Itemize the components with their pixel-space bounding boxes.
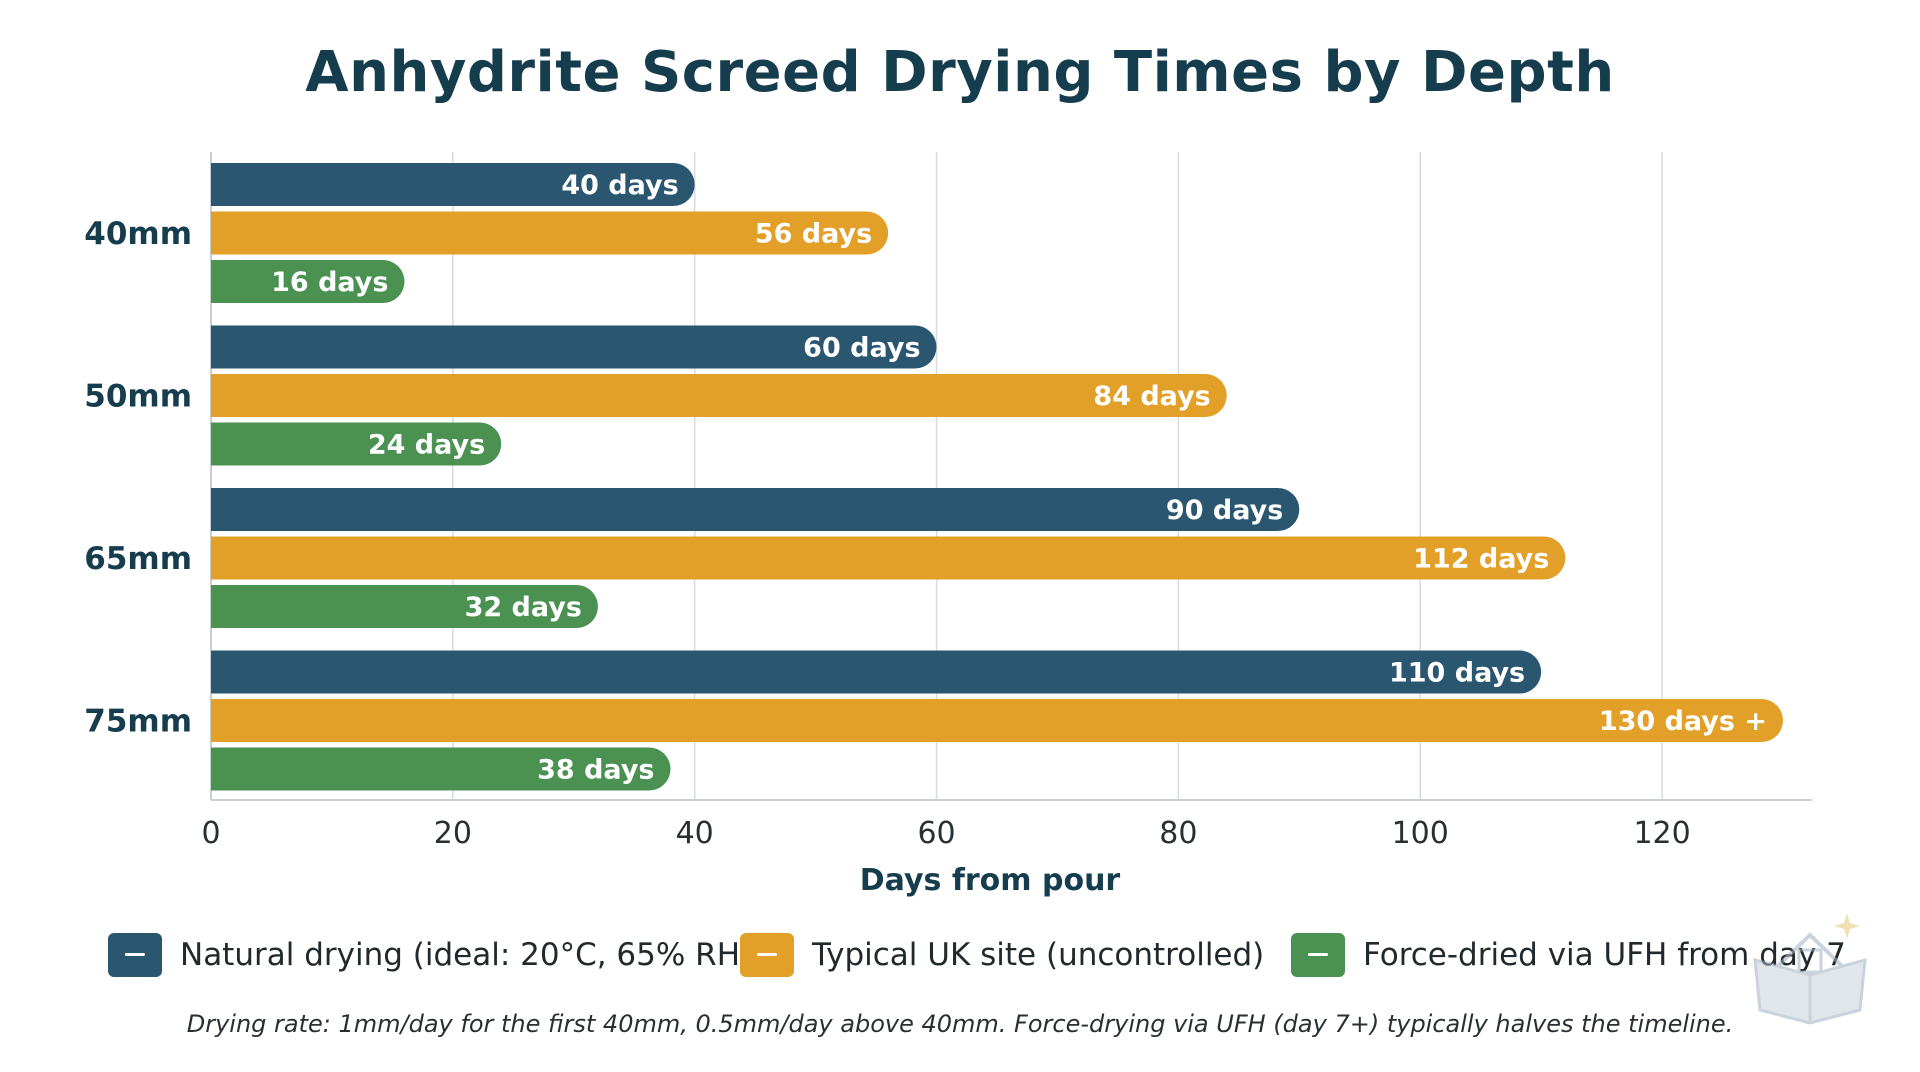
category-label: 50mm <box>84 379 192 415</box>
bar <box>211 585 598 628</box>
legend-swatch <box>740 933 794 977</box>
legend-swatch <box>108 933 162 977</box>
x-tick-label: 40 <box>676 816 714 851</box>
bar <box>211 747 671 791</box>
legend-item: Force-dried via UFH from day 7 <box>1291 930 1846 980</box>
bar <box>211 211 889 255</box>
x-tick-labels: 0 20 40 60 80 100 120 <box>201 816 1690 851</box>
chart-title: Anhydrite Screed Drying Times by Depth <box>305 40 1615 105</box>
bar-data-label: 32 days <box>465 592 582 623</box>
bar <box>211 536 1566 580</box>
x-tick-label: 20 <box>434 816 472 851</box>
book-house-logo-icon <box>1753 913 1867 1025</box>
bar <box>211 699 1783 742</box>
category-labels: 40mm 50mm 65mm 75mm <box>84 216 192 740</box>
category-label: 40mm <box>84 216 192 252</box>
bars: 40 days 56 days 16 days 60 days 84 days 24 da… <box>211 163 1783 791</box>
category-label: 75mm <box>84 704 192 740</box>
bar-data-label: 130 days + <box>1599 706 1767 737</box>
bar <box>211 422 502 466</box>
legend-label: Typical UK site (uncontrolled) <box>812 937 1265 973</box>
legend-label: Natural drying (ideal: 20°C, 65% RH) <box>180 937 753 973</box>
bar <box>211 325 937 369</box>
legend-item: Typical UK site (uncontrolled) <box>740 930 1264 980</box>
x-tick-label: 80 <box>1159 816 1197 851</box>
bar-data-label: 84 days <box>1093 381 1210 412</box>
bar-data-label: 56 days <box>755 219 872 250</box>
legend-item: Natural drying (ideal: 20°C, 65% RH) <box>108 930 752 980</box>
bar-data-label: 110 days <box>1389 658 1525 689</box>
bar-data-label: 60 days <box>803 333 920 364</box>
bar <box>211 650 1542 694</box>
bar-data-label: 16 days <box>271 267 388 298</box>
category-label: 65mm <box>84 541 192 577</box>
x-tick-label: 120 <box>1633 816 1690 851</box>
legend-swatch <box>1291 933 1345 977</box>
bar-data-label: 38 days <box>537 755 654 786</box>
x-tick-label: 100 <box>1392 816 1449 851</box>
bar-data-label: 24 days <box>368 430 485 461</box>
x-tick-label: 60 <box>917 816 955 851</box>
bar <box>211 260 405 303</box>
bar <box>211 374 1227 417</box>
footnote: Drying rate: 1mm/day for the first 40mm,… <box>186 1010 1734 1038</box>
legend: Natural drying (ideal: 20°C, 65% RH) Typi… <box>0 930 1920 980</box>
bar-data-label: 40 days <box>561 170 678 201</box>
x-axis-title: Days from pour <box>860 863 1121 898</box>
bar <box>211 163 695 206</box>
x-tick-label: 0 <box>201 816 220 851</box>
bar-data-label: 112 days <box>1413 544 1549 575</box>
bar <box>211 488 1300 531</box>
bar-data-label: 90 days <box>1166 495 1283 526</box>
